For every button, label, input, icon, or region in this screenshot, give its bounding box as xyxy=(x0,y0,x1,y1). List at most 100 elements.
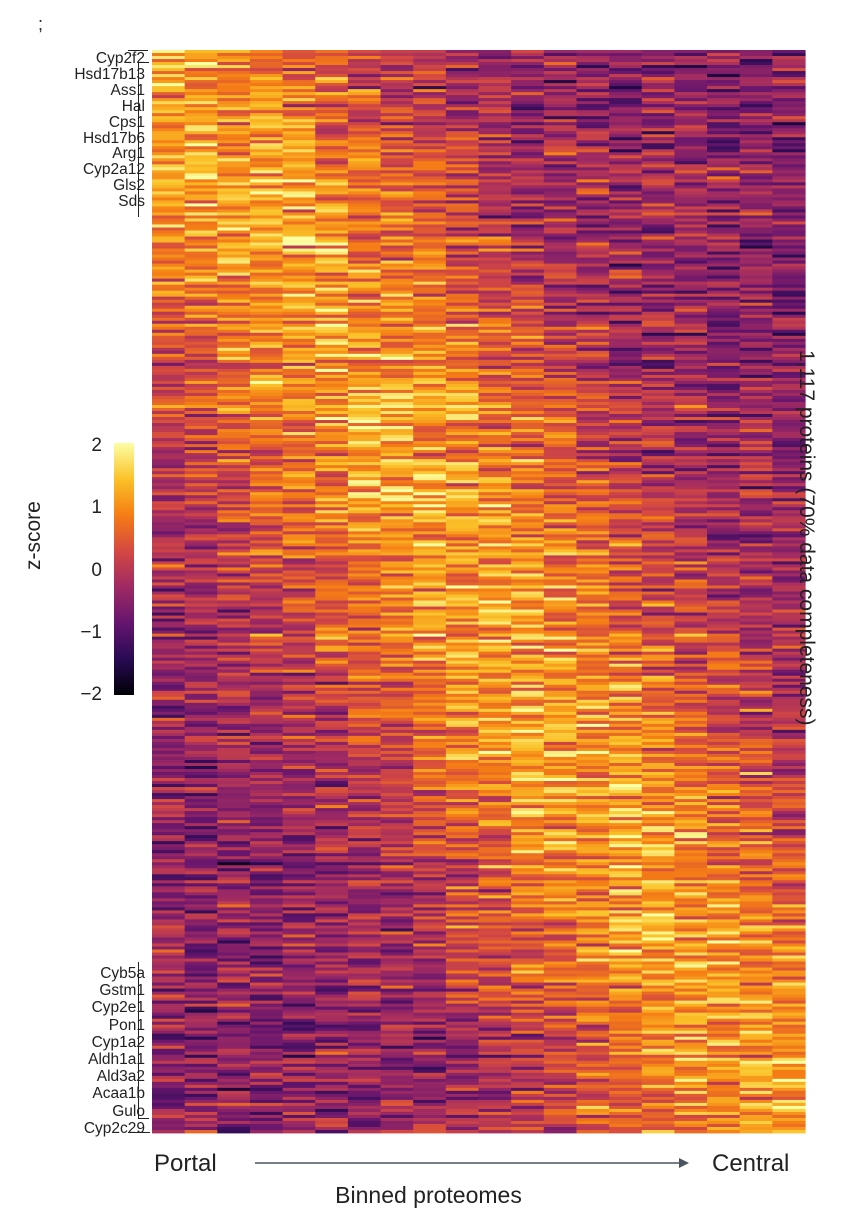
heatmap-cell xyxy=(609,778,643,782)
heatmap-cell xyxy=(413,404,447,409)
heatmap-cell xyxy=(347,411,382,415)
heatmap-cell xyxy=(152,197,186,201)
heatmap-cell xyxy=(609,179,643,183)
heatmap-cell xyxy=(478,377,512,382)
heatmap-cell xyxy=(413,741,447,746)
heatmap-cell xyxy=(511,83,545,87)
heatmap-cell xyxy=(413,254,447,258)
heatmap-cell xyxy=(413,759,447,764)
heatmap-cell xyxy=(674,567,708,571)
heatmap-cell xyxy=(413,401,447,406)
heatmap-cell xyxy=(152,787,186,791)
heatmap-cell xyxy=(707,513,741,517)
heatmap-cell xyxy=(707,441,741,445)
heatmap-cell xyxy=(641,383,675,388)
heatmap-cell xyxy=(609,417,643,421)
heatmap-cell xyxy=(380,176,414,180)
heatmap-cell xyxy=(609,143,643,147)
heatmap-cell xyxy=(674,639,708,644)
heatmap-cell xyxy=(347,588,382,592)
heatmap-cell xyxy=(445,753,480,758)
heatmap-cell xyxy=(511,498,545,502)
heatmap-cell xyxy=(347,414,382,418)
heatmap-cell xyxy=(707,600,741,604)
heatmap-cell xyxy=(217,480,251,484)
heatmap-cell xyxy=(609,654,643,659)
heatmap-cell xyxy=(217,741,251,746)
heatmap-cell xyxy=(380,723,414,728)
heatmap-cell xyxy=(511,453,545,457)
heatmap-cell xyxy=(445,65,480,69)
heatmap-cell xyxy=(445,122,480,126)
heatmap-cell xyxy=(576,392,610,397)
heatmap-cell xyxy=(282,74,316,78)
heatmap-cell xyxy=(543,299,578,304)
heatmap-cell xyxy=(380,663,414,668)
heatmap-cell xyxy=(217,176,251,180)
heatmap-cell xyxy=(152,630,186,635)
heatmap-cell xyxy=(609,756,643,761)
heatmap-cell xyxy=(445,248,480,252)
heatmap-cell xyxy=(445,546,480,550)
heatmap-cell xyxy=(511,693,545,698)
heatmap-cell xyxy=(380,155,414,159)
heatmap-cell xyxy=(609,775,643,779)
heatmap-cell xyxy=(641,119,675,123)
heatmap-cell xyxy=(152,146,186,150)
heatmap-cell xyxy=(315,206,349,210)
heatmap-cell xyxy=(576,407,610,412)
heatmap-cell xyxy=(674,474,708,478)
heatmap-cell xyxy=(445,362,480,367)
heatmap-cell xyxy=(576,507,610,511)
heatmap-cell xyxy=(543,741,578,746)
heatmap-cell xyxy=(674,579,708,583)
heatmap-cell xyxy=(478,167,512,171)
heatmap-cell xyxy=(511,152,545,156)
heatmap-cell xyxy=(641,275,675,280)
heatmap-cell xyxy=(315,326,349,331)
heatmap-cell xyxy=(380,356,414,361)
heatmap-cell xyxy=(576,110,610,114)
heatmap-cell xyxy=(641,299,675,304)
heatmap-cell xyxy=(413,320,447,325)
heatmap-cell xyxy=(152,116,186,120)
heatmap-cell xyxy=(739,245,773,249)
heatmap-cell xyxy=(413,456,447,460)
heatmap-cell xyxy=(315,738,349,743)
heatmap-cell xyxy=(772,122,806,126)
heatmap-cell xyxy=(445,462,480,466)
heatmap-cell xyxy=(249,401,284,406)
heatmap-cell xyxy=(543,374,578,379)
heatmap-cell xyxy=(282,474,316,478)
heatmap-cell xyxy=(609,269,643,274)
heatmap-cell xyxy=(576,504,610,508)
heatmap-cell xyxy=(184,603,218,607)
heatmap-cell xyxy=(380,549,414,553)
heatmap-cell xyxy=(184,723,218,728)
heatmap-cell xyxy=(184,495,218,499)
heatmap-cell xyxy=(478,711,512,716)
heatmap-cell xyxy=(217,275,251,280)
heatmap-cell xyxy=(641,546,675,550)
heatmap-cell xyxy=(347,624,382,628)
heatmap-cell xyxy=(445,612,480,616)
heatmap-cell xyxy=(217,239,251,243)
heatmap-cell xyxy=(445,407,480,412)
heatmap-cell xyxy=(707,284,741,289)
heatmap-cell xyxy=(674,161,708,165)
heatmap-cell xyxy=(739,224,773,228)
heatmap-cell xyxy=(152,62,186,66)
heatmap-cell xyxy=(184,215,218,219)
heatmap-cell xyxy=(772,585,806,589)
heatmap-cell xyxy=(707,690,741,695)
heatmap-cell xyxy=(152,392,186,397)
heatmap-cell xyxy=(380,450,414,454)
heatmap-cell xyxy=(152,444,186,448)
heatmap-cell xyxy=(707,477,741,481)
heatmap-cell xyxy=(511,796,545,800)
heatmap-cell xyxy=(707,420,741,424)
heatmap-cell xyxy=(184,152,218,156)
heatmap-cell xyxy=(543,401,578,406)
heatmap-cell xyxy=(576,594,610,598)
heatmap-cell xyxy=(184,356,218,361)
